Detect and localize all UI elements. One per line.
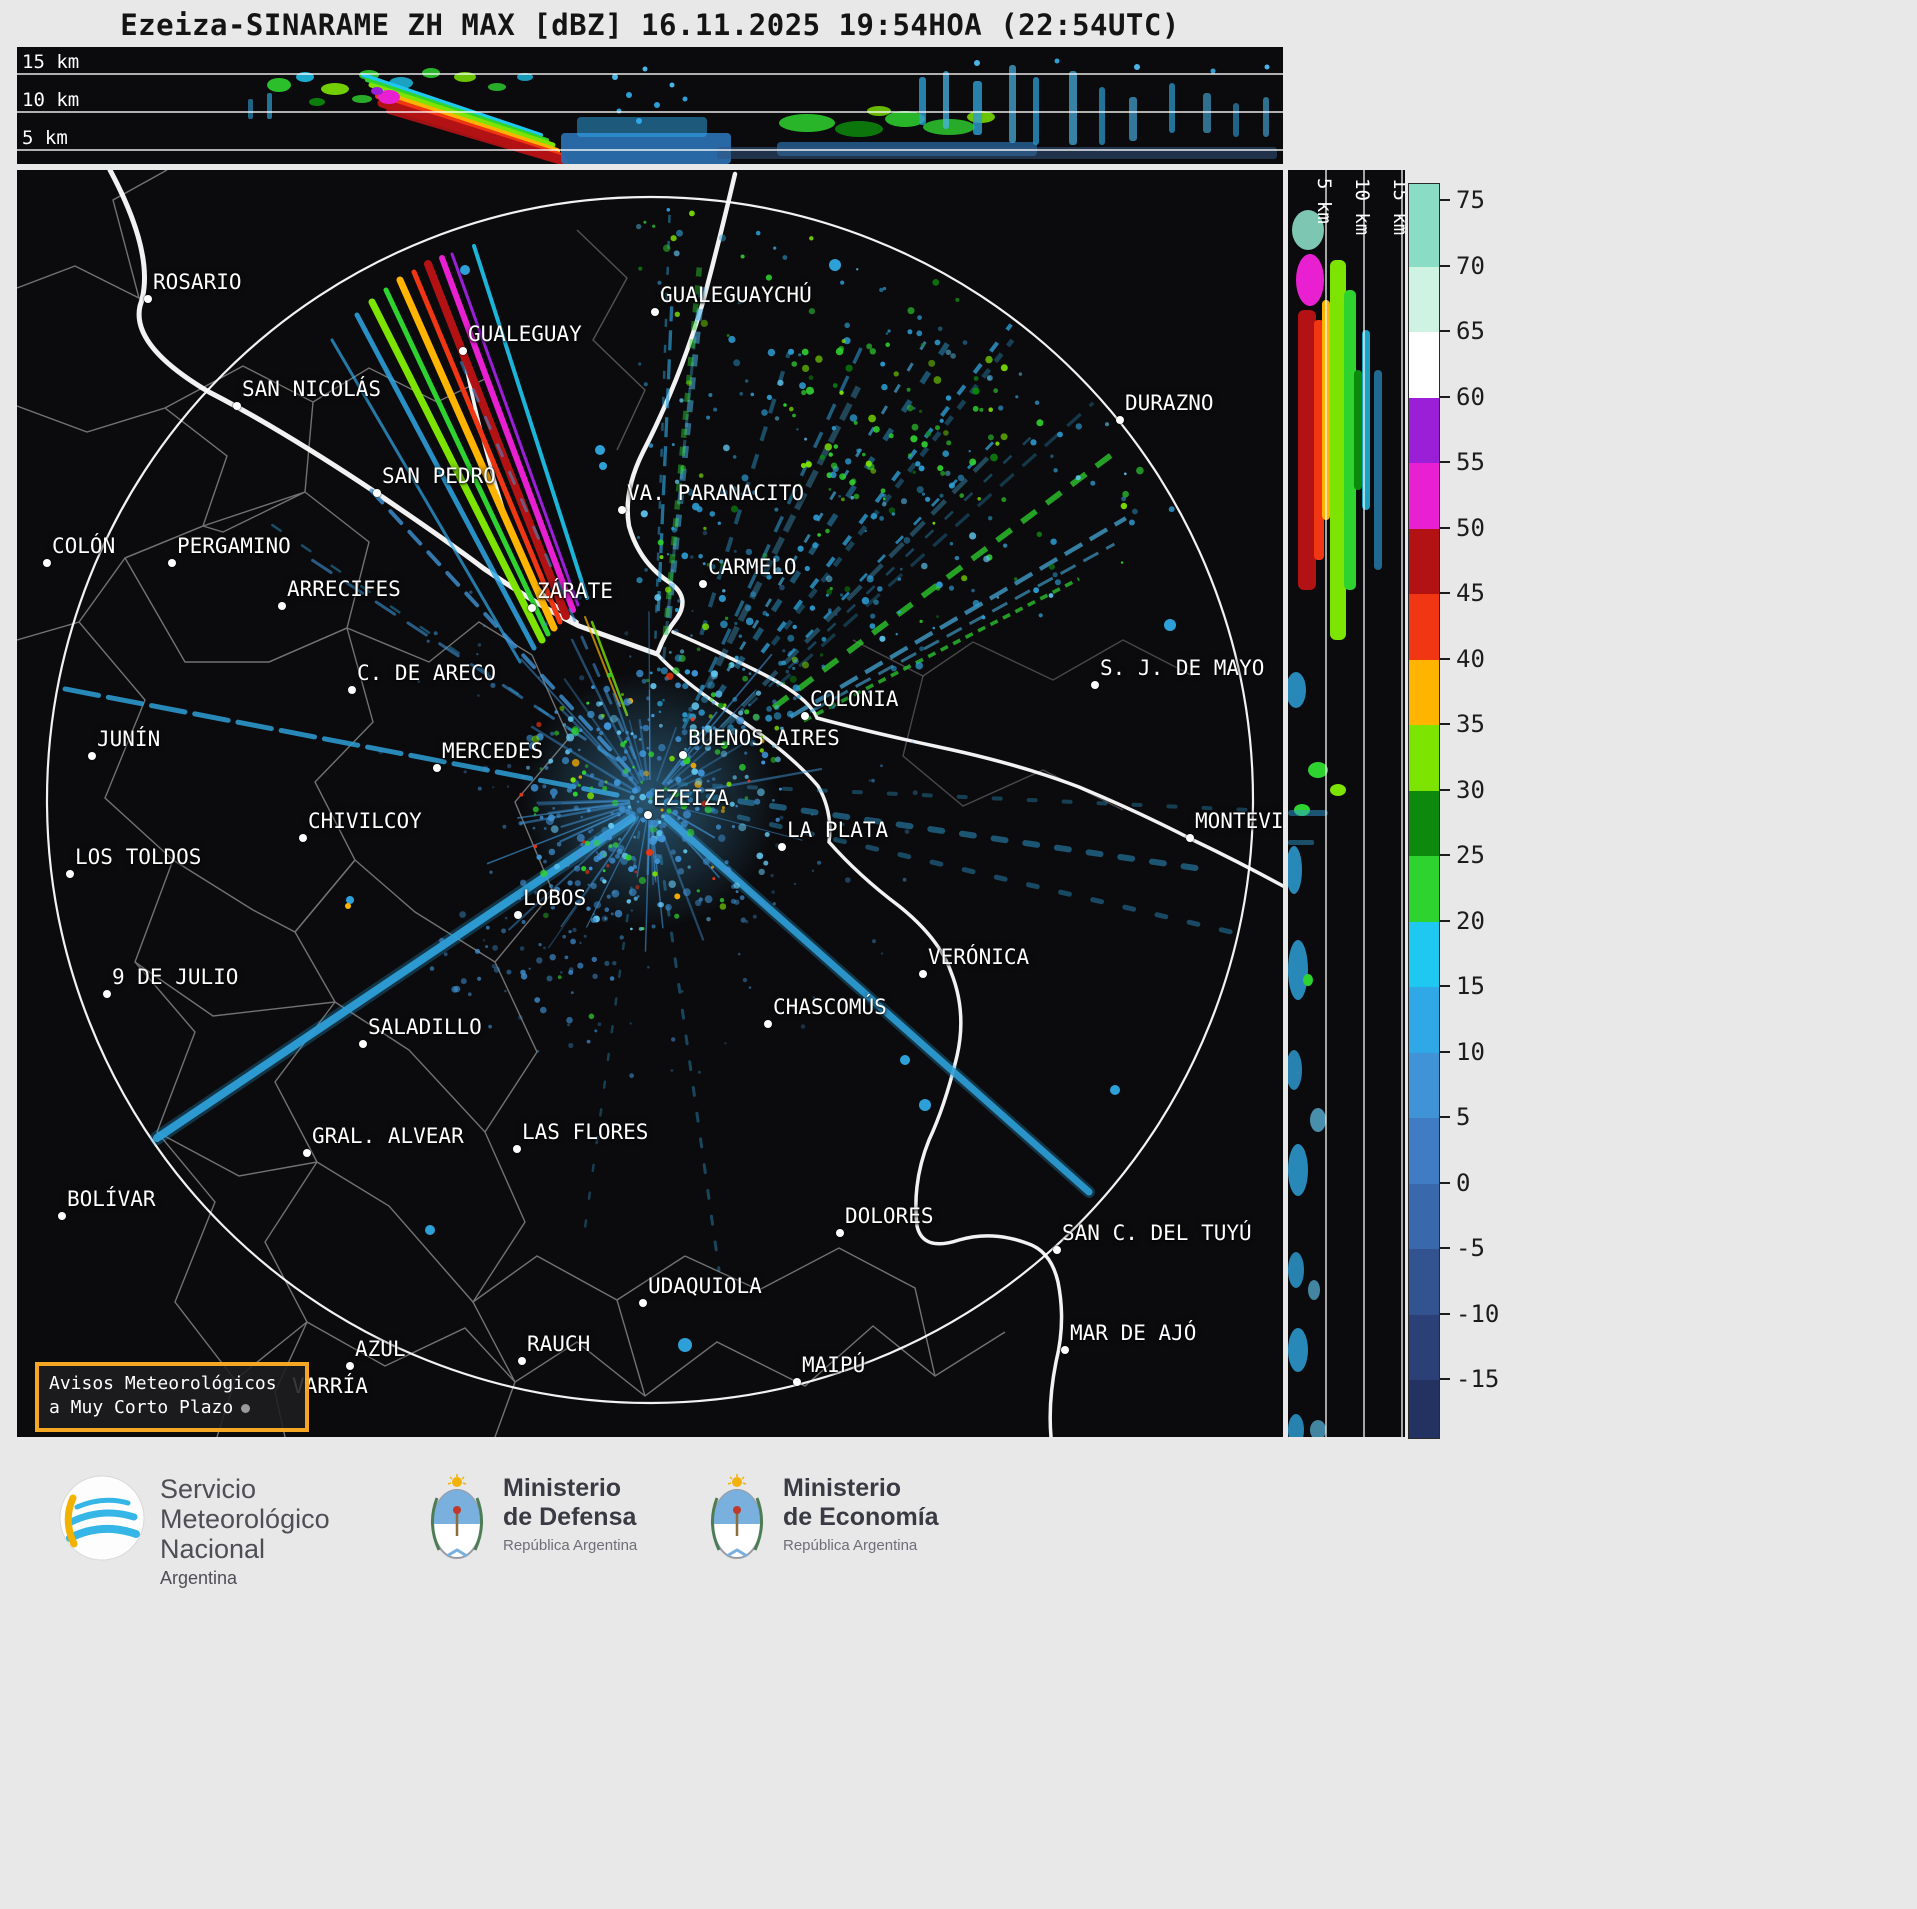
smn-name-line2: Meteorológico: [160, 1504, 330, 1534]
top-axis-label-5km: 5 km: [22, 127, 68, 149]
colorbar-segment-25-30: [1409, 790, 1439, 856]
colorbar-tick-35: 35: [1440, 710, 1485, 738]
colorbar-tick-50: 50: [1440, 514, 1485, 542]
smn-logo-icon: [59, 1475, 145, 1561]
warning-line-2: a Muy Corto Plazo: [49, 1397, 234, 1418]
colorbar-tick-30: 30: [1440, 776, 1485, 804]
argentina-coat-of-arms-icon: [711, 1474, 763, 1559]
smn-name-line1: Servicio: [160, 1474, 257, 1504]
smn-logo-block: Servicio Meteorológico Nacional Argentin…: [58, 1474, 330, 1590]
colorbar-segment-0-5: [1409, 1118, 1439, 1184]
colorbar-segment-15-20: [1409, 921, 1439, 987]
top-cross-section-svg: 15 km 10 km 5 km: [17, 47, 1283, 164]
colorbar-segment-10-15: [1409, 987, 1439, 1053]
colorbar-tick-25: 25: [1440, 841, 1485, 869]
colorbar-tick-60: 60: [1440, 383, 1485, 411]
colorbar-tick-70: 70: [1440, 252, 1485, 280]
colorbar-tick--10: -10: [1440, 1300, 1499, 1328]
dbz-colorbar-ticks: 75 70 65 60 55 50 45 40 35 30 25 20 15 10 5 0 -5 -10 -15: [1440, 183, 1524, 1437]
colorbar-tick-65: 65: [1440, 317, 1485, 345]
warning-indicator-dot: [241, 1404, 251, 1413]
colorbar-segment--10--5: [1409, 1249, 1439, 1315]
argentina-coat-of-arms-icon: [431, 1474, 483, 1559]
colorbar-segment-60-65: [1409, 332, 1439, 398]
isolated-echo-dots: [345, 259, 1176, 1352]
right-axis-label-15km: 15 km: [1389, 178, 1405, 235]
economia-line2: de Economía: [783, 1503, 939, 1531]
right-axis-label-5km: 5 km: [1313, 178, 1335, 224]
colorbar-segment-35-40: [1409, 659, 1439, 725]
colorbar-segment-65-70: [1409, 266, 1439, 332]
right-profile-altitude-gridlines: [1325, 170, 1403, 1437]
colorbar-tick-45: 45: [1440, 579, 1485, 607]
smn-name-line3: Nacional: [160, 1534, 266, 1564]
sw-echo-speckles: [429, 826, 633, 1053]
top-profile-altitude-gridlines: [17, 73, 1283, 151]
colorbar-segment-40-45: [1409, 594, 1439, 660]
warning-line-1: Avisos Meteorológicos: [49, 1373, 277, 1394]
ministerio-economia-block: Ministerio de Economía República Argenti…: [705, 1474, 939, 1570]
colorbar-tick-15: 15: [1440, 972, 1485, 1000]
colorbar-tick--15: -15: [1440, 1365, 1499, 1393]
ne-echo-rays: [654, 213, 1127, 730]
top-axis-label-15km: 15 km: [22, 51, 79, 73]
colorbar-tick-10: 10: [1440, 1038, 1485, 1066]
economia-line3: República Argentina: [783, 1537, 918, 1554]
top-cross-section-panel: 15 km 10 km 5 km: [17, 47, 1283, 164]
radar-ppi-panel: ROSARIO GUALEGUAYCHÚ GUALEGUAY SAN NICOLÁS D…: [17, 170, 1283, 1437]
right-profile-echoes: [1288, 210, 1382, 1437]
page-title: Ezeiza-SINARAME ZH MAX [dBZ] 16.11.2025 …: [120, 8, 1180, 42]
colorbar-tick-75: 75: [1440, 186, 1485, 214]
right-axis-label-10km: 10 km: [1351, 178, 1373, 235]
colorbar-segment-50-55: [1409, 463, 1439, 529]
colorbar-segment-<-15: [1409, 1380, 1439, 1438]
colorbar-segment-55-60: [1409, 397, 1439, 463]
colorbar-tick-40: 40: [1440, 645, 1485, 673]
colorbar-segment-5-10: [1409, 1052, 1439, 1118]
colorbar-tick-55: 55: [1440, 448, 1485, 476]
range-ring-240km: [45, 195, 1255, 1405]
colorbar-segment--15--10: [1409, 1314, 1439, 1380]
colorbar-tick--5: -5: [1440, 1234, 1485, 1262]
smn-name-line4: Argentina: [160, 1568, 238, 1588]
center-clutter-speckles: [378, 530, 918, 1079]
radar-ppi-svg: [17, 170, 1283, 1437]
defensa-line1: Ministerio: [503, 1474, 622, 1502]
colorbar-segment-30-35: [1409, 725, 1439, 791]
colorbar-segment-45-50: [1409, 528, 1439, 594]
ne-echo-speckles: [636, 208, 1175, 747]
right-cross-section-panel: 5 km 10 km 15 km: [1288, 170, 1405, 1437]
ministerio-defensa-block: Ministerio de Defensa República Argentin…: [425, 1474, 637, 1570]
economia-line1: Ministerio: [783, 1474, 902, 1502]
defensa-line2: de Defensa: [503, 1503, 637, 1531]
nw-storm-band: [330, 244, 629, 717]
colorbar-tick-0: 0: [1440, 1169, 1470, 1197]
colorbar-segment-70-75: [1409, 201, 1439, 267]
colorbar-tick-20: 20: [1440, 907, 1485, 935]
top-axis-label-10km: 10 km: [22, 89, 79, 111]
right-cross-section-svg: 5 km 10 km 15 km: [1288, 170, 1405, 1437]
colorbar-segment--5-0: [1409, 1183, 1439, 1249]
colorbar-tick-5: 5: [1440, 1103, 1470, 1131]
ne-green-cluster: [789, 339, 1008, 501]
colorbar-segment->75: [1409, 184, 1439, 201]
dbz-colorbar: [1408, 183, 1440, 1439]
warning-box[interactable]: Avisos Meteorológicos a Muy Corto Plazo: [35, 1362, 309, 1432]
defensa-line3: República Argentina: [503, 1537, 638, 1554]
colorbar-segment-20-25: [1409, 856, 1439, 922]
